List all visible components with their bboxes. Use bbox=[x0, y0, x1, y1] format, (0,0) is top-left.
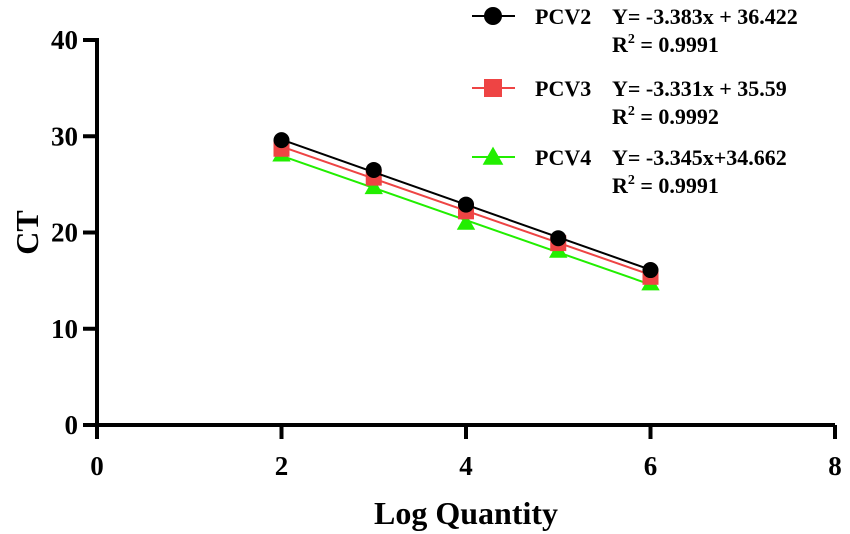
y-tick-label: 30 bbox=[51, 121, 78, 151]
series-pcv3 bbox=[273, 140, 659, 285]
x-tick-label: 0 bbox=[90, 451, 104, 481]
legend-marker bbox=[484, 79, 502, 97]
data-point bbox=[365, 161, 382, 178]
legend-marker bbox=[482, 146, 504, 165]
legend-label: PCV2 bbox=[535, 4, 591, 29]
legend-equation: Y= -3.331x + 35.59 bbox=[612, 76, 787, 101]
series-pcv2 bbox=[273, 132, 659, 279]
series-layer bbox=[272, 132, 660, 291]
x-tick-label: 8 bbox=[828, 451, 842, 481]
legend-item-pcv2: PCV2 Y= -3.383x + 36.422 R2 = 0.9991 bbox=[472, 4, 798, 57]
data-point bbox=[642, 262, 659, 279]
data-point bbox=[456, 213, 476, 230]
y-tick-label: 20 bbox=[51, 218, 78, 248]
y-tick-label: 0 bbox=[65, 410, 79, 440]
legend-label: PCV4 bbox=[535, 145, 591, 170]
axes: 0 10 20 30 40 0 2 4 6 8 bbox=[51, 25, 842, 481]
legend-r-squared: R2 = 0.9991 bbox=[612, 32, 719, 57]
y-tick-label: 10 bbox=[51, 314, 78, 344]
data-point bbox=[273, 132, 290, 149]
legend-equation: Y= -3.383x + 36.422 bbox=[612, 4, 798, 29]
legend: PCV2 Y= -3.383x + 36.422 R2 = 0.9991 PCV3 Y=… bbox=[472, 4, 798, 198]
data-point bbox=[364, 178, 383, 195]
legend-marker bbox=[484, 7, 502, 25]
data-point bbox=[550, 230, 567, 247]
legend-r-squared: R2 = 0.9991 bbox=[612, 173, 719, 198]
data-point bbox=[458, 196, 474, 213]
x-tick-label: 6 bbox=[644, 451, 658, 481]
y-tick-label: 40 bbox=[51, 25, 78, 55]
legend-item-pcv4: PCV4 Y= -3.345x+34.662 R2 = 0.9991 bbox=[472, 145, 787, 198]
x-tick-label: 4 bbox=[459, 451, 473, 481]
y-axis-title: CT bbox=[9, 210, 45, 254]
legend-r-squared: R2 = 0.9992 bbox=[612, 104, 719, 129]
legend-equation: Y= -3.345x+34.662 bbox=[612, 145, 787, 170]
legend-item-pcv3: PCV3 Y= -3.331x + 35.59 R2 = 0.9992 bbox=[472, 76, 787, 129]
x-tick-label: 2 bbox=[275, 451, 289, 481]
legend-label: PCV3 bbox=[535, 76, 591, 101]
x-axis-title: Log Quantity bbox=[374, 495, 558, 531]
